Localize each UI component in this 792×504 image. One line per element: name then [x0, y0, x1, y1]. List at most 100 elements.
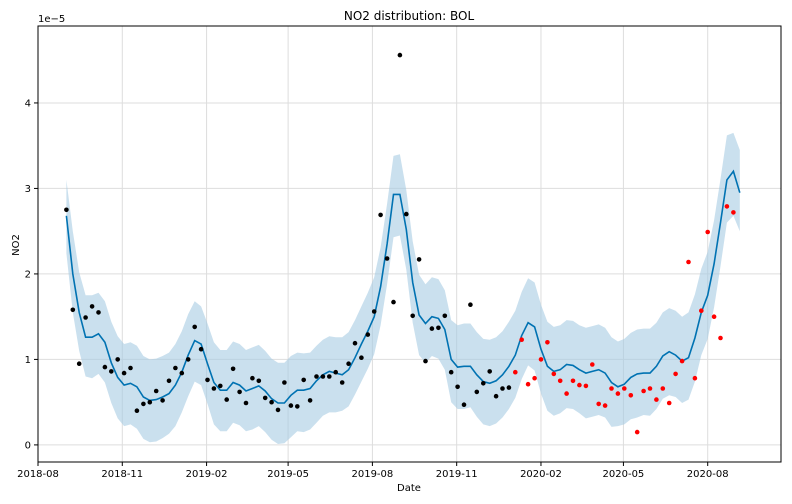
history-data-point [192, 324, 197, 330]
history-data-point [121, 370, 127, 376]
history-data-point [416, 257, 422, 262]
test-data-point [622, 386, 627, 391]
test-data-point [673, 371, 678, 377]
uncertainty-band [66, 132, 740, 444]
y-tick-label: 4 [25, 98, 31, 109]
chart-title: NO2 distribution: BOL [344, 9, 475, 23]
history-data-point [288, 403, 294, 408]
history-data-point [160, 398, 165, 403]
history-data-point [102, 364, 108, 370]
x-tick-label: 2018-08 [17, 469, 59, 480]
history-data-point [282, 380, 287, 385]
x-tick-label: 2020-02 [520, 469, 562, 480]
history-data-point [429, 326, 435, 331]
history-data-point [314, 374, 319, 379]
history-data-point [468, 302, 473, 308]
test-data-point [654, 397, 659, 402]
history-data-point [70, 307, 76, 313]
test-data-point [705, 229, 710, 235]
test-data-point [731, 210, 736, 215]
history-data-point [262, 395, 268, 401]
test-data-point [545, 340, 550, 345]
history-data-point [128, 365, 133, 371]
y-tick-label: 3 [25, 184, 31, 195]
history-data-point [436, 325, 441, 331]
y-scale-label: 1e−5 [38, 14, 65, 25]
test-data-point [519, 337, 524, 343]
y-axis-label: NO2 [11, 234, 22, 256]
test-data-point [590, 362, 595, 367]
test-data-point [666, 400, 672, 406]
test-data-point [564, 391, 569, 396]
history-data-point [481, 381, 486, 386]
test-data-point [628, 393, 634, 398]
forecast-line-layer [65, 169, 741, 404]
history-data-point [275, 407, 281, 413]
test-data-point [577, 382, 582, 388]
history-data-point [96, 310, 101, 315]
test-data-point [634, 429, 640, 435]
history-data-point [83, 315, 88, 320]
history-data-point [474, 389, 480, 395]
x-axis-ticks: 2018-08 2018-11 2019-02 2019-05 2019-08 2019-… [17, 462, 729, 480]
test-data-point [615, 391, 621, 396]
history-data-point [423, 358, 428, 364]
history-data-point [493, 393, 499, 399]
history-data-point [166, 378, 172, 384]
test-data-point [583, 383, 589, 389]
history-data-point [256, 378, 262, 384]
history-data-point [173, 365, 178, 371]
history-data-point [455, 384, 460, 390]
history-data-point [250, 375, 255, 381]
history-data-point [346, 361, 351, 367]
x-axis-label: Date [397, 483, 421, 494]
test-data-point [724, 204, 730, 209]
uncertainty-band-layer [66, 132, 740, 444]
history-data-point [506, 385, 512, 390]
test-data-point [692, 375, 698, 381]
history-data-point [295, 404, 300, 409]
history-data-point [404, 211, 409, 217]
history-data-point [320, 374, 326, 379]
test-data-point [609, 386, 614, 391]
test-data-point [711, 314, 717, 320]
y-tick-label: 2 [25, 269, 31, 280]
history-data-point [333, 369, 339, 375]
y-tick-label: 1 [25, 355, 31, 366]
observation-points-layer [64, 52, 736, 435]
history-data-point [410, 313, 416, 319]
history-data-point [352, 340, 358, 346]
history-data-point [237, 389, 242, 395]
test-data-point [551, 371, 557, 377]
plot-area-frame [37, 25, 782, 463]
history-data-point [307, 398, 313, 403]
history-data-point [365, 332, 371, 337]
history-data-point [218, 383, 223, 389]
x-tick-label: 2019-11 [436, 469, 478, 480]
x-tick-label: 2019-02 [186, 469, 228, 480]
x-tick-label: 2019-05 [267, 469, 309, 480]
history-data-point [115, 357, 120, 362]
history-data-point [461, 402, 467, 408]
test-data-point [596, 401, 601, 407]
y-axis-ticks: 0 1 2 3 4 [25, 98, 38, 451]
history-data-point [141, 401, 146, 407]
test-data-point [513, 369, 518, 375]
history-data-point [397, 52, 403, 58]
history-data-point [185, 357, 191, 362]
test-data-point [718, 335, 723, 341]
test-data-point [557, 378, 563, 384]
history-data-point [391, 299, 396, 305]
history-data-point [442, 313, 448, 319]
history-data-point [487, 369, 493, 374]
test-data-point [641, 388, 646, 394]
test-data-point [647, 386, 653, 391]
y-tick-label: 0 [25, 440, 31, 451]
test-data-point [686, 259, 691, 265]
history-data-point [109, 369, 114, 374]
history-data-point [378, 212, 383, 218]
history-data-point [327, 374, 332, 379]
history-data-point [198, 346, 204, 352]
test-data-point [660, 386, 666, 391]
